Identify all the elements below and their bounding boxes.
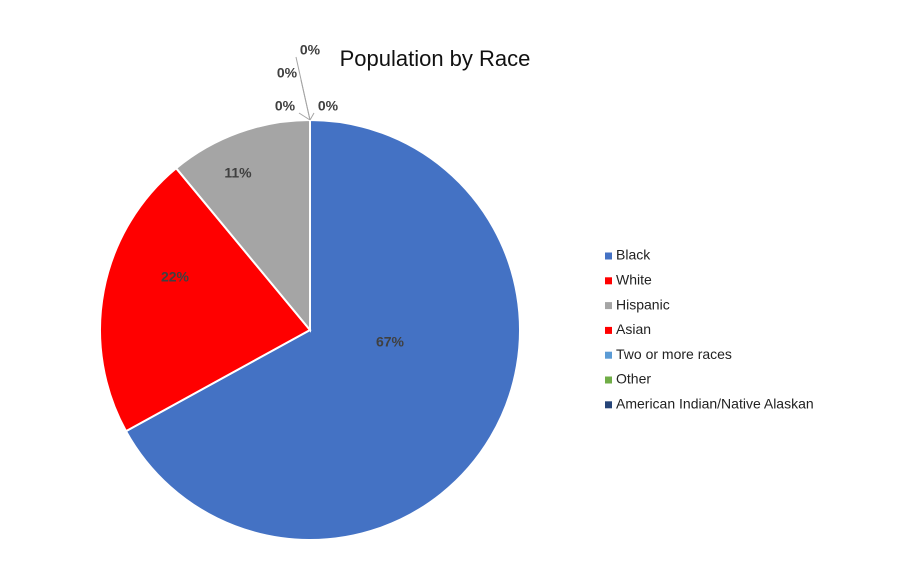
legend-swatch — [605, 351, 612, 359]
data-label: 22% — [161, 269, 190, 285]
data-label: 0% — [277, 65, 298, 81]
pie-slice — [174, 118, 311, 333]
legend-label: Two or more races — [616, 346, 732, 362]
legend-label: American Indian/Native Alaskan — [616, 396, 814, 412]
legend-swatch — [605, 252, 612, 260]
leader-line — [298, 112, 311, 121]
pie-slice — [99, 166, 312, 433]
pie-slice — [124, 118, 521, 541]
legend-swatch — [605, 302, 612, 310]
leader-line — [309, 112, 315, 121]
data-label: 11% — [224, 165, 252, 181]
chart-title: Population by Race — [340, 46, 531, 71]
data-label: 0% — [300, 42, 321, 58]
legend-swatch — [605, 401, 612, 409]
legend-swatch — [605, 376, 612, 384]
legend-label: White — [616, 272, 652, 288]
legend-swatch — [605, 277, 612, 285]
legend-label: Asian — [616, 321, 651, 337]
data-label: 67% — [376, 334, 405, 350]
leader-line — [295, 56, 311, 121]
data-label: 0% — [318, 98, 339, 114]
legend-label: Black — [616, 247, 651, 263]
legend-swatch — [605, 326, 612, 334]
legend-label: Hispanic — [616, 296, 670, 312]
data-label: 0% — [275, 98, 296, 114]
legend-label: Other — [616, 371, 651, 387]
